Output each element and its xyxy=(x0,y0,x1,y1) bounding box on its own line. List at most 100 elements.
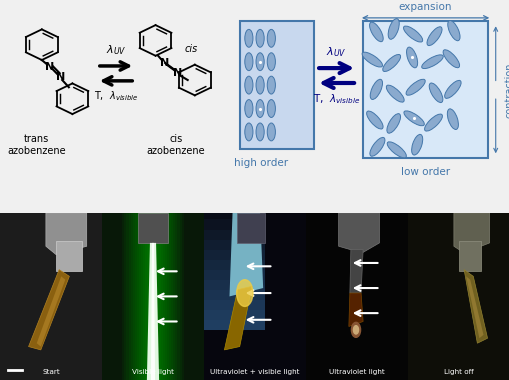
Polygon shape xyxy=(465,276,483,338)
Bar xyxy=(122,213,183,380)
Ellipse shape xyxy=(424,114,441,131)
Bar xyxy=(147,213,159,380)
Bar xyxy=(134,213,171,380)
Ellipse shape xyxy=(386,85,403,102)
Ellipse shape xyxy=(421,55,442,68)
Polygon shape xyxy=(348,293,362,326)
Ellipse shape xyxy=(244,53,252,71)
Ellipse shape xyxy=(267,123,275,141)
Text: Visible light: Visible light xyxy=(132,369,174,375)
Ellipse shape xyxy=(366,111,382,129)
Polygon shape xyxy=(338,213,379,253)
Ellipse shape xyxy=(382,54,400,71)
FancyBboxPatch shape xyxy=(239,21,313,149)
Bar xyxy=(236,213,265,243)
Ellipse shape xyxy=(267,100,275,117)
Bar xyxy=(56,241,81,271)
Circle shape xyxy=(236,280,252,306)
Text: Ultraviolet + visible light: Ultraviolet + visible light xyxy=(210,369,299,375)
Bar xyxy=(137,213,168,243)
Ellipse shape xyxy=(447,21,459,41)
Polygon shape xyxy=(229,213,263,296)
Polygon shape xyxy=(29,270,69,350)
Text: cis: cis xyxy=(184,44,197,54)
Text: $\lambda_{UV}$: $\lambda_{UV}$ xyxy=(326,45,346,59)
Bar xyxy=(204,270,265,330)
Text: T,  $\lambda_{visible}$: T, $\lambda_{visible}$ xyxy=(313,92,359,106)
Text: cis
azobenzene: cis azobenzene xyxy=(147,134,205,156)
Polygon shape xyxy=(463,270,487,343)
Bar xyxy=(132,213,173,380)
Polygon shape xyxy=(349,250,362,293)
Ellipse shape xyxy=(244,76,252,94)
Bar xyxy=(204,280,265,330)
Bar xyxy=(143,213,163,380)
Ellipse shape xyxy=(446,109,458,130)
Text: $\lambda_{UV}$: $\lambda_{UV}$ xyxy=(106,44,126,57)
Text: N: N xyxy=(45,62,54,72)
Bar xyxy=(149,213,157,380)
Text: high order: high order xyxy=(234,158,288,168)
Polygon shape xyxy=(151,243,155,380)
Text: expansion: expansion xyxy=(398,2,451,12)
Text: N: N xyxy=(159,58,168,68)
Text: N: N xyxy=(55,73,65,82)
Bar xyxy=(145,213,161,380)
Bar xyxy=(126,213,179,380)
Bar xyxy=(124,213,181,380)
Ellipse shape xyxy=(361,52,382,67)
Ellipse shape xyxy=(426,27,441,46)
Ellipse shape xyxy=(244,123,252,141)
Bar xyxy=(204,239,265,330)
Ellipse shape xyxy=(406,47,417,68)
Bar xyxy=(204,220,265,330)
Ellipse shape xyxy=(267,53,275,71)
Ellipse shape xyxy=(369,138,384,156)
Bar xyxy=(204,320,265,330)
Ellipse shape xyxy=(256,100,264,117)
Text: contraction: contraction xyxy=(503,62,509,117)
Circle shape xyxy=(351,322,360,337)
Ellipse shape xyxy=(256,76,264,94)
Ellipse shape xyxy=(244,100,252,117)
Ellipse shape xyxy=(370,79,382,100)
Polygon shape xyxy=(46,213,87,255)
Ellipse shape xyxy=(369,22,382,42)
Ellipse shape xyxy=(267,76,275,94)
Ellipse shape xyxy=(411,135,422,155)
Ellipse shape xyxy=(256,123,264,141)
Polygon shape xyxy=(453,213,489,253)
Polygon shape xyxy=(37,276,65,347)
Bar xyxy=(151,213,155,380)
Ellipse shape xyxy=(256,53,264,71)
Ellipse shape xyxy=(403,111,423,126)
Ellipse shape xyxy=(403,26,422,42)
Ellipse shape xyxy=(256,29,264,47)
Polygon shape xyxy=(224,287,251,350)
Ellipse shape xyxy=(386,142,406,158)
Bar xyxy=(138,213,167,380)
Bar xyxy=(204,209,265,330)
Text: N: N xyxy=(173,68,182,78)
Ellipse shape xyxy=(442,50,459,68)
Ellipse shape xyxy=(405,79,425,95)
Bar xyxy=(136,213,169,380)
Bar xyxy=(130,213,175,380)
Bar xyxy=(204,310,265,330)
Bar xyxy=(204,260,265,330)
Ellipse shape xyxy=(387,19,399,39)
Bar xyxy=(204,250,265,330)
Text: Light off: Light off xyxy=(443,369,473,375)
Bar xyxy=(128,213,177,380)
Ellipse shape xyxy=(444,81,460,98)
Text: T,  $\lambda_{visible}$: T, $\lambda_{visible}$ xyxy=(94,89,138,103)
Text: Ultraviolet light: Ultraviolet light xyxy=(328,369,384,375)
Bar xyxy=(204,300,265,330)
Text: trans
azobenzene: trans azobenzene xyxy=(8,134,66,156)
Bar xyxy=(204,230,265,330)
Ellipse shape xyxy=(429,83,442,103)
Text: Start: Start xyxy=(42,369,60,375)
Ellipse shape xyxy=(386,114,400,133)
Text: low order: low order xyxy=(400,167,449,177)
Ellipse shape xyxy=(244,29,252,47)
